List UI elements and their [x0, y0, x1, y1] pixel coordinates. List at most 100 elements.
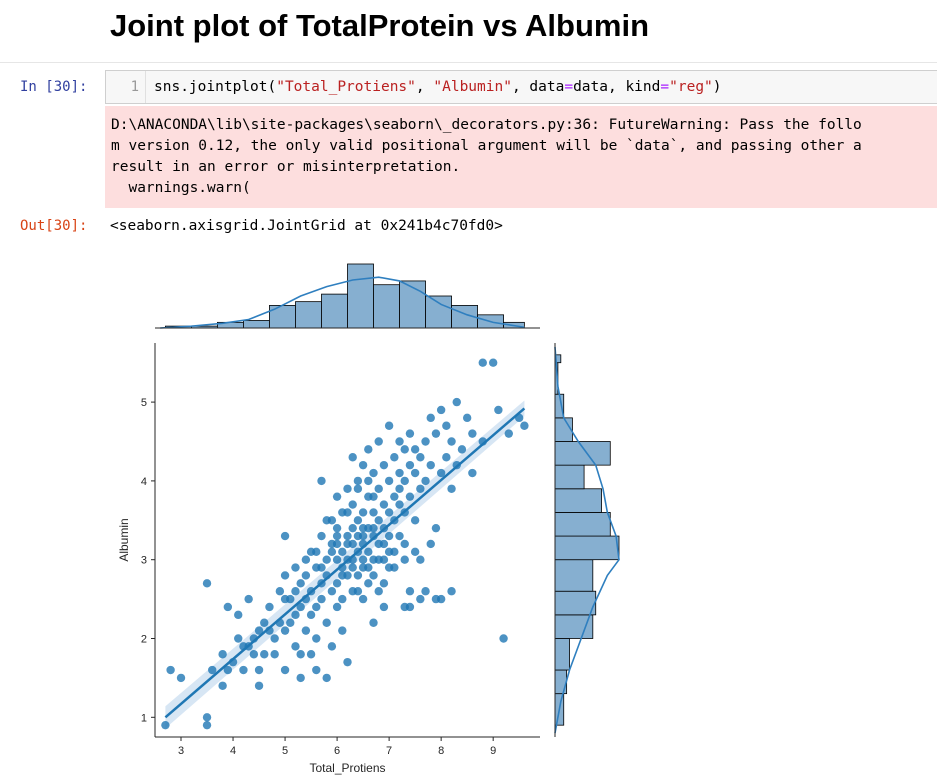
data-point [332, 531, 342, 541]
data-point [400, 602, 409, 612]
data-point [223, 602, 233, 612]
data-point [379, 460, 389, 470]
data-point [327, 642, 337, 651]
data-point [353, 476, 363, 486]
data-point [291, 587, 300, 596]
data-point [317, 563, 326, 572]
page-title: Joint plot of TotalProtein vs Albumin [110, 8, 650, 43]
data-point [358, 594, 368, 604]
data-point [280, 665, 290, 675]
x-hist-bar [321, 293, 348, 329]
data-point [395, 437, 404, 446]
data-point [338, 571, 347, 580]
data-point [410, 547, 420, 557]
joint-plot: 3 4 5 6 7 8 9 1 2 3 4 5 Total_Protiens Albumin [117, 263, 620, 775]
code-sep: , data [511, 79, 565, 95]
data-point [384, 508, 394, 517]
data-point [436, 405, 446, 415]
data-point [395, 468, 404, 478]
data-point [306, 547, 316, 557]
data-point [332, 579, 342, 588]
y-hist-bar [554, 559, 594, 592]
data-point [390, 563, 399, 572]
data-point [166, 665, 175, 675]
data-point [322, 516, 331, 525]
data-point [369, 508, 378, 517]
data-point [384, 476, 394, 486]
data-point [306, 650, 316, 659]
data-point [301, 555, 311, 564]
divider [0, 62, 937, 63]
data-point [322, 555, 331, 564]
data-point [260, 618, 269, 627]
x-tick-label: 7 [386, 745, 392, 757]
data-point [348, 523, 357, 533]
data-point [244, 594, 253, 604]
data-point [447, 587, 456, 596]
data-point [353, 516, 363, 525]
data-point [416, 555, 425, 564]
warning-line: D:\ANACONDA\lib\site-packages\seaborn\_d… [111, 117, 862, 133]
data-point [369, 571, 378, 580]
data-point [426, 413, 435, 423]
data-point [286, 594, 295, 604]
data-point [322, 618, 331, 627]
code-line[interactable]: sns.jointplot("Total_Protiens", "Albumin… [154, 71, 722, 104]
data-point [379, 602, 389, 612]
data-point [390, 453, 399, 462]
data-point [478, 358, 487, 367]
code-sep: data, kind [573, 79, 661, 95]
x-hist-bar [269, 305, 296, 329]
x-kde-curve [160, 276, 525, 329]
data-point [338, 547, 347, 557]
data-point [410, 468, 420, 478]
data-point [431, 523, 441, 533]
data-point [364, 445, 373, 454]
data-point [254, 626, 264, 635]
code-sep: , [415, 79, 434, 95]
data-point [374, 555, 383, 564]
data-point [270, 650, 279, 659]
data-point [161, 720, 170, 730]
x-axis-label: Total_Protiens [309, 761, 385, 775]
data-point [384, 421, 394, 430]
data-point [384, 531, 394, 541]
data-point [296, 579, 305, 588]
data-point [405, 429, 415, 438]
code-cell[interactable]: 1 sns.jointplot("Total_Protiens", "Album… [105, 70, 937, 104]
data-point [462, 413, 472, 423]
data-point [431, 594, 441, 604]
x-tick-label: 8 [438, 745, 444, 757]
x-tick-label: 5 [282, 745, 288, 757]
data-point [343, 508, 352, 517]
data-point [332, 523, 342, 533]
data-point [364, 563, 373, 572]
data-point [280, 626, 290, 635]
y-tick-label: 2 [141, 634, 147, 646]
data-point [312, 602, 321, 612]
data-point [223, 665, 233, 675]
data-point [468, 468, 477, 478]
data-point [395, 531, 404, 541]
data-point [410, 445, 420, 454]
data-point [353, 587, 363, 596]
y-hist-bar [554, 488, 602, 513]
data-point [416, 594, 425, 604]
y-hist-bar [554, 669, 568, 695]
y-hist-bar [554, 638, 570, 671]
data-point [317, 594, 326, 604]
data-point [452, 397, 461, 407]
code-string: "Albumin" [433, 79, 512, 95]
data-point [312, 634, 321, 643]
data-point [254, 665, 264, 675]
data-point [369, 523, 378, 533]
data-point [379, 579, 389, 588]
code-string: "Total_Protiens" [276, 79, 416, 95]
data-point [504, 429, 513, 438]
y-hist-bar [554, 614, 594, 639]
data-point [400, 555, 409, 564]
data-point [400, 476, 409, 486]
data-point [332, 539, 342, 549]
data-point [364, 579, 373, 588]
y-tick-label: 5 [141, 397, 147, 409]
